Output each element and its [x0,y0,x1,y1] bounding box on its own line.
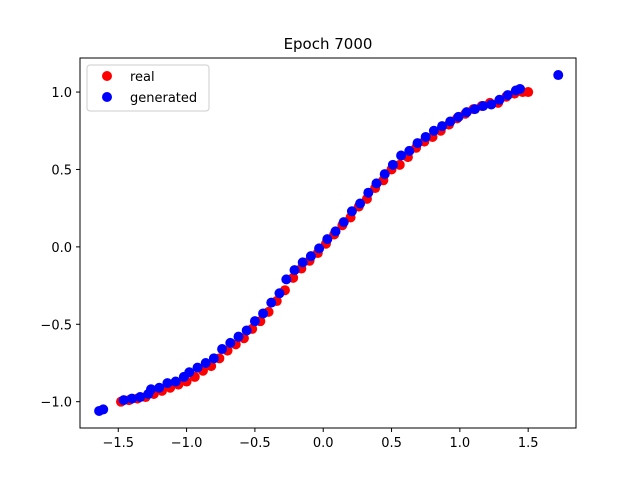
generated-point [437,121,448,132]
generated-point [445,116,456,127]
generated-point [233,331,244,342]
generated-point [428,125,439,136]
legend: real generated [86,64,210,112]
y-tick-label: −0.5 [40,318,72,333]
generated-point [404,145,415,156]
generated-point [249,316,260,327]
generated-point [396,150,407,161]
chart-title: Epoch 7000 [284,35,373,53]
generated-point [184,367,195,378]
generated-point [208,353,219,364]
generated-point [146,384,157,395]
generated-point [170,376,181,387]
generated-point [338,217,349,228]
generated-point [363,187,374,198]
generated-point [266,297,277,308]
real-point [394,159,405,170]
y-tick-label: −1.0 [40,396,72,411]
generated-point [225,337,236,348]
generated-point [494,94,505,105]
generated-point [412,138,423,149]
generated-point [514,83,525,94]
generated-point [281,274,292,285]
generated-point [297,257,308,268]
x-tick-label: 1.0 [450,436,471,451]
generated-point [502,90,513,101]
legend-label-real: real [130,70,155,85]
y-axis: −1.0 −0.5 0.0 0.5 1.0 [40,86,80,411]
generated-point [289,265,300,276]
generated-point [486,99,497,110]
y-tick-label: 1.0 [51,86,72,101]
generated-point [192,362,203,373]
x-tick-label: −1.5 [102,436,134,451]
generated-point [461,107,472,118]
y-tick-label: 0.0 [51,241,72,256]
generated-point [154,382,165,393]
generated-point [314,243,325,254]
generated-point [162,378,173,389]
generated-point [118,395,129,406]
plot-frame [79,57,577,429]
real-point [523,87,534,98]
generated-point [371,178,382,189]
legend-box [86,64,210,112]
generated-point [241,325,252,336]
generated-point [305,251,316,262]
generated-point [322,234,333,245]
generated-point [553,70,564,81]
generated-point [469,104,480,115]
generated-point [200,357,211,368]
generated-point [330,226,341,237]
x-tick-label: 1.5 [518,436,539,451]
generated-point [346,206,357,217]
generated-point [217,344,228,355]
points-layer [94,70,564,416]
generated-point [258,308,269,319]
generated-point [274,288,285,299]
legend-label-generated: generated [130,91,197,106]
legend-marker-generated [102,92,112,102]
generated-point [453,111,464,122]
legend-marker-real [102,71,112,81]
generated-point [355,198,366,209]
generated-point [379,169,390,180]
x-tick-label: 0.5 [381,436,402,451]
x-tick-label: −0.5 [239,436,271,451]
generated-point [478,100,489,111]
x-axis: −1.5 −1.0 −0.5 0.0 0.5 1.0 1.5 [102,428,539,451]
generated-point [420,131,431,142]
y-tick-label: 0.5 [51,163,72,178]
generated-point [387,159,398,170]
x-tick-label: 0.0 [313,436,334,451]
generated-point [135,392,146,403]
x-tick-label: −1.0 [171,436,203,451]
generated-point [126,393,137,404]
generated-point [98,404,109,415]
